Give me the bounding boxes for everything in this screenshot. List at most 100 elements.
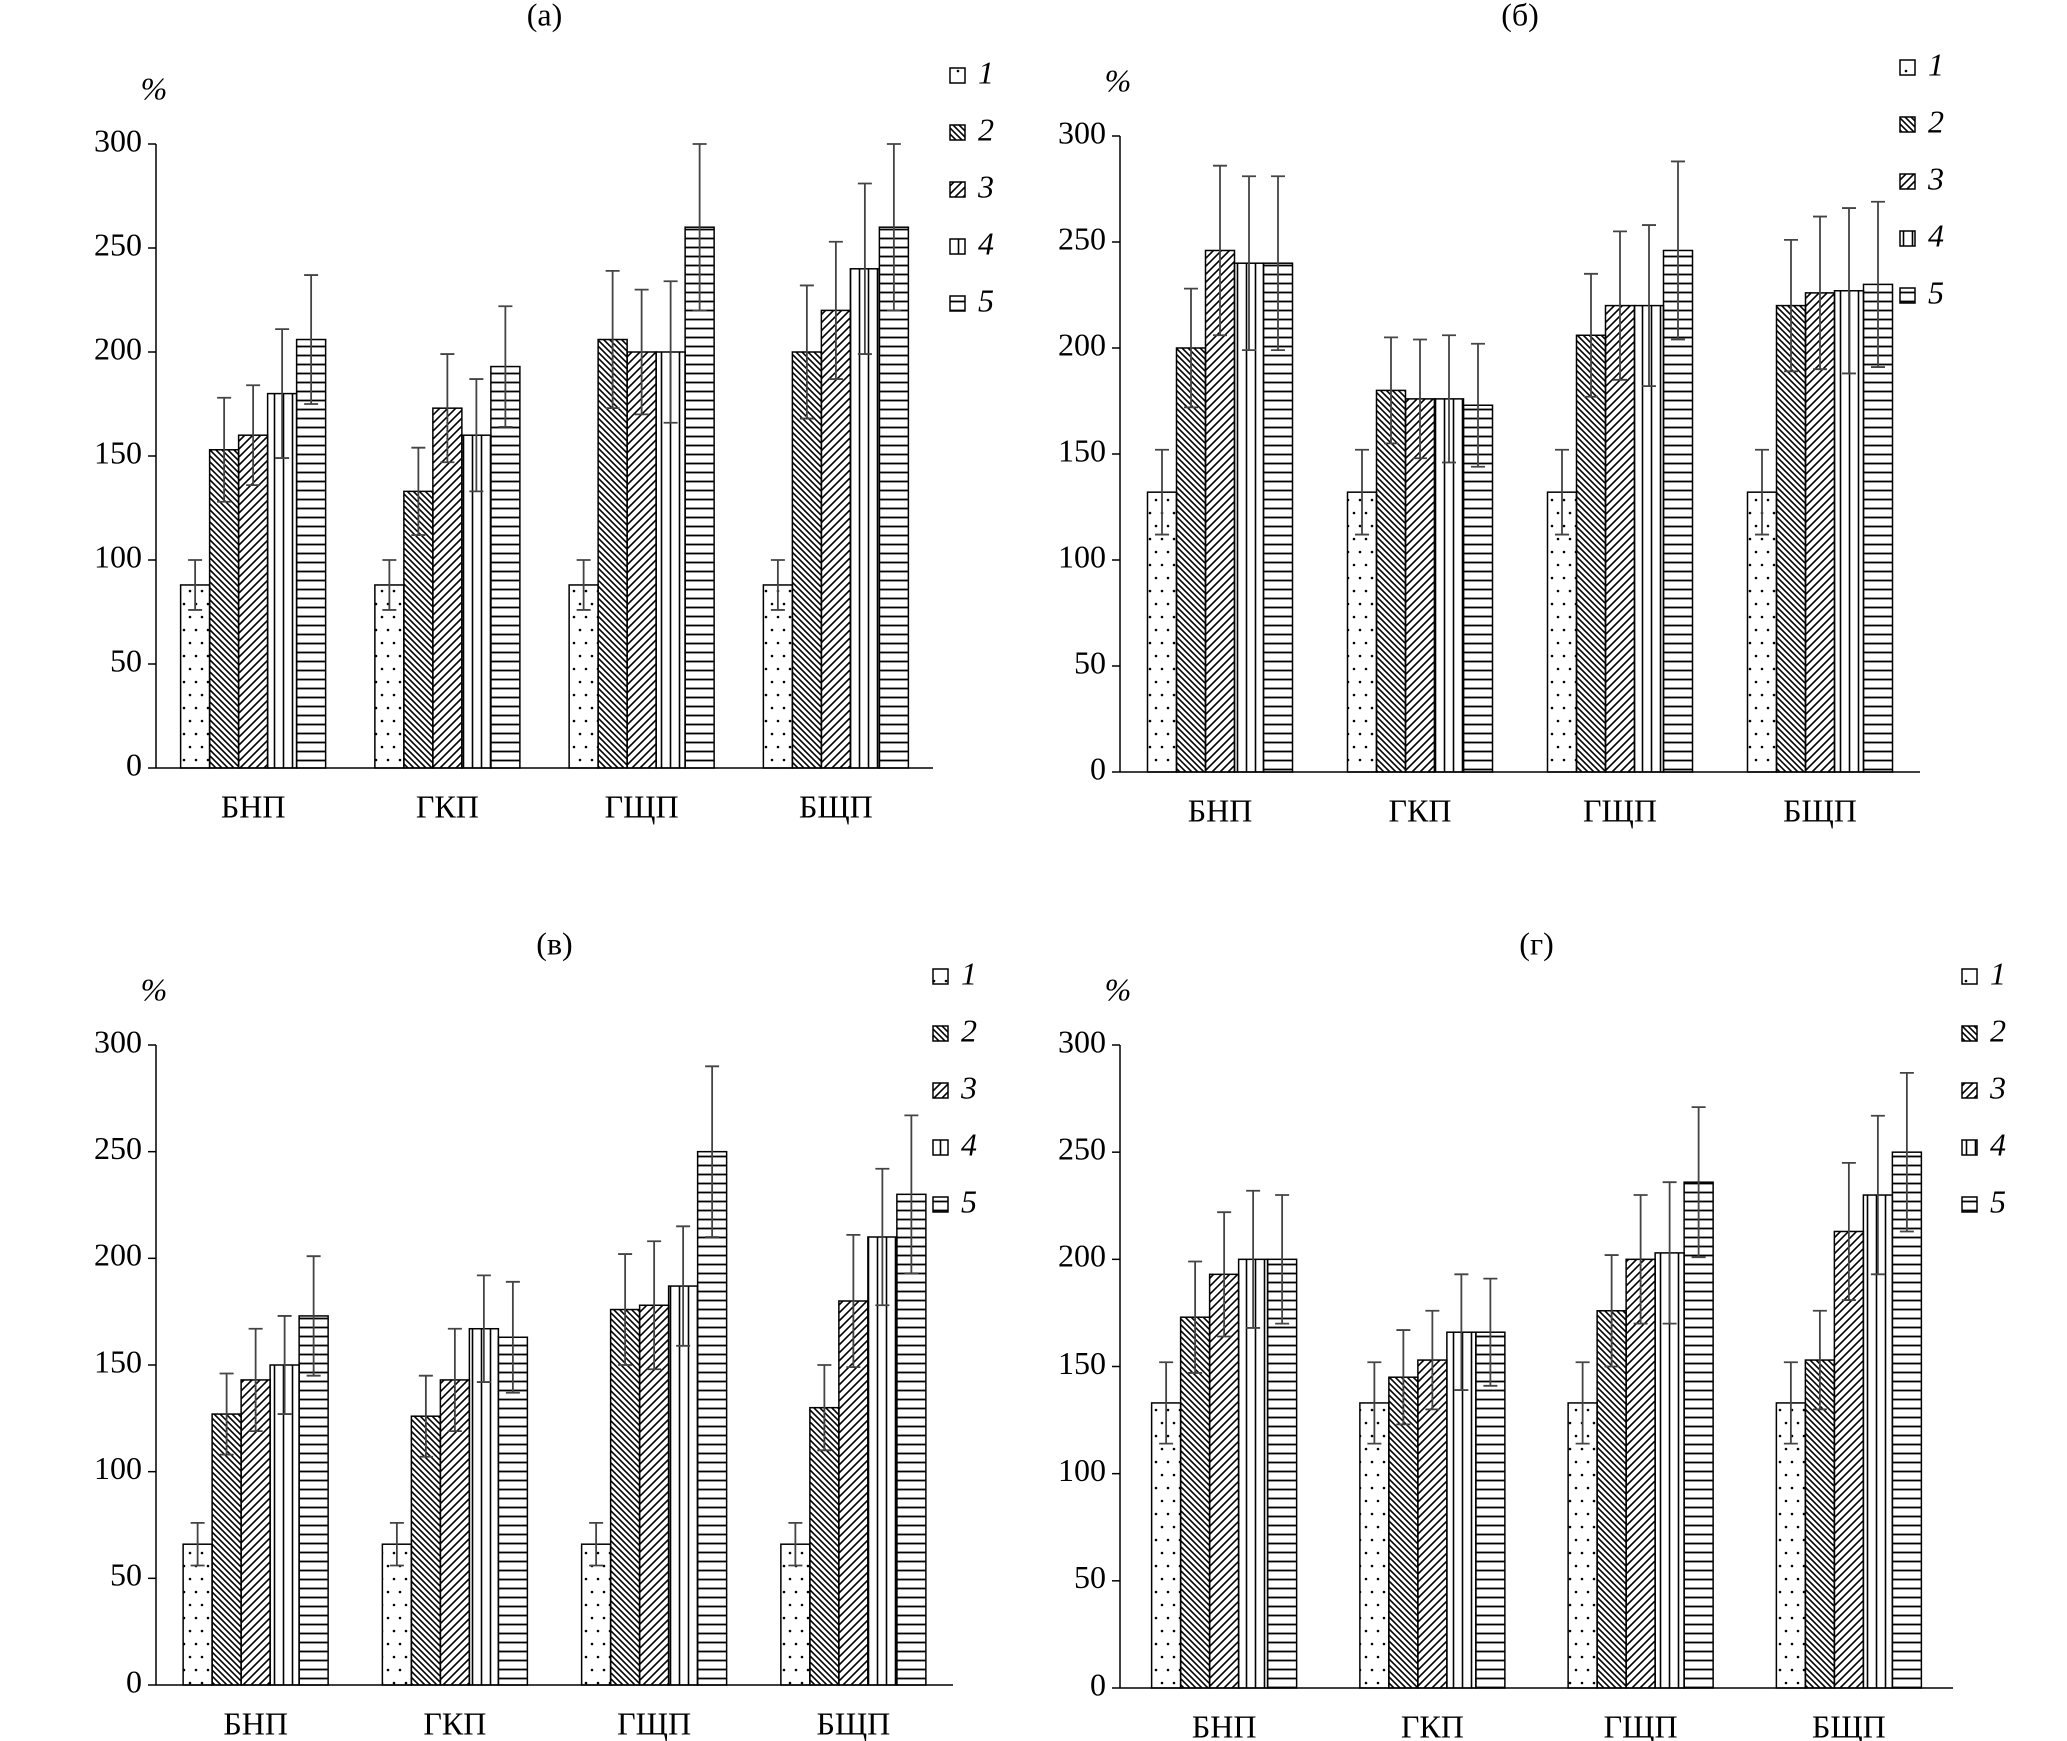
y-tick-label: 100 — [1058, 1452, 1106, 1488]
error-bar — [219, 1372, 234, 1456]
error-bar — [1784, 238, 1798, 373]
x-tick-label: ГКП — [416, 788, 479, 824]
legend-swatch — [1899, 287, 1916, 304]
y-tick-label: 200 — [1058, 326, 1106, 362]
bar — [1375, 389, 1407, 773]
error-bar — [498, 305, 513, 428]
error-bar — [1633, 1194, 1648, 1325]
error-bar — [248, 1327, 263, 1433]
legend-label: 2 — [1990, 1012, 2006, 1048]
error-bar — [817, 1364, 832, 1452]
bar — [1404, 398, 1436, 773]
error-bar — [440, 353, 455, 464]
y-axis-label: % — [141, 971, 168, 1007]
legend-label: 4 — [961, 1126, 977, 1162]
x-tick-label: БЩП — [816, 1705, 890, 1741]
bar — [1346, 491, 1378, 773]
bar — [179, 584, 211, 769]
bar — [780, 1543, 811, 1686]
y-tick-label: 200 — [94, 330, 142, 366]
y-tick-label: 300 — [1058, 1023, 1106, 1059]
error-bar — [1613, 230, 1627, 381]
y-tick-label: 250 — [1058, 220, 1106, 256]
error-bar — [576, 559, 591, 611]
legend-label: 5 — [961, 1183, 977, 1219]
y-tick-label: 50 — [1074, 1559, 1106, 1595]
bar — [696, 1150, 728, 1686]
legend-label: 4 — [1928, 217, 1944, 253]
bar — [762, 584, 794, 769]
bar — [1575, 334, 1607, 773]
error-bar — [1841, 1161, 1856, 1301]
y-tick-label: 150 — [1058, 432, 1106, 468]
error-bar — [505, 1280, 520, 1394]
y-tick-label: 50 — [1074, 644, 1106, 680]
panel-title: (б) — [1501, 0, 1539, 32]
legend-label: 2 — [961, 1012, 977, 1048]
y-tick-label: 200 — [94, 1237, 142, 1273]
bar — [295, 338, 327, 769]
bar — [820, 309, 852, 769]
bar — [1266, 1258, 1298, 1689]
y-tick-label: 50 — [110, 642, 142, 678]
error-bar — [1671, 160, 1685, 341]
legend-swatch — [1961, 1025, 1978, 1042]
bar — [1150, 1402, 1182, 1689]
y-tick-label: 300 — [94, 1023, 142, 1059]
error-bar — [1555, 448, 1569, 536]
error-bar — [277, 1315, 292, 1415]
legend-label: 4 — [1990, 1126, 2006, 1162]
y-tick-label: 0 — [126, 746, 142, 782]
legend-label: 1 — [978, 54, 994, 90]
y-tick-label: 150 — [94, 1343, 142, 1379]
legend-swatch — [1961, 968, 1978, 985]
error-bar — [663, 280, 678, 424]
error-bar — [676, 1225, 691, 1347]
error-bar — [1812, 1309, 1827, 1411]
legend-swatch — [1899, 173, 1916, 190]
bar — [298, 1315, 329, 1686]
y-tick-label: 150 — [1058, 1345, 1106, 1381]
error-bar — [647, 1240, 662, 1371]
x-tick-label: БНП — [221, 788, 286, 824]
error-bar — [1242, 175, 1256, 352]
error-bar — [1188, 1260, 1203, 1374]
error-bar — [589, 1521, 604, 1567]
legend-swatch — [932, 1025, 949, 1042]
error-bar — [1213, 164, 1227, 337]
bar — [1179, 1316, 1211, 1689]
legend-label: 1 — [961, 955, 977, 991]
error-bar — [1159, 1361, 1174, 1445]
y-axis-label: % — [141, 70, 168, 106]
error-bar — [188, 559, 203, 611]
error-bar — [1871, 200, 1885, 368]
legend-label: 3 — [977, 168, 994, 204]
legend-label: 5 — [978, 282, 994, 318]
y-tick-label: 50 — [110, 1557, 142, 1593]
error-bar — [788, 1521, 803, 1567]
y-axis-label: % — [1105, 971, 1132, 1007]
bar — [1775, 1402, 1807, 1689]
error-bar — [1355, 448, 1369, 536]
error-bar — [1384, 336, 1398, 445]
bar — [1775, 304, 1807, 773]
legend-label: 1 — [1928, 46, 1944, 82]
y-tick-label: 100 — [94, 1450, 142, 1486]
legend-swatch — [1899, 230, 1916, 247]
error-bar — [1271, 175, 1285, 352]
legend-label: 5 — [1990, 1183, 2006, 1219]
error-bar — [1899, 1071, 1914, 1233]
error-bar — [1642, 224, 1656, 388]
error-bar — [1413, 338, 1427, 460]
error-bar — [618, 1253, 633, 1366]
legend-swatch — [949, 124, 966, 141]
error-bar — [275, 328, 290, 459]
legend-swatch — [1961, 1139, 1978, 1156]
bar — [1833, 1230, 1865, 1689]
error-bar — [1483, 1277, 1498, 1387]
legend-swatch — [949, 238, 966, 255]
error-bar — [828, 240, 843, 380]
error-bar — [1755, 448, 1769, 536]
error-bar — [857, 182, 872, 355]
legend-label: 4 — [978, 225, 994, 261]
